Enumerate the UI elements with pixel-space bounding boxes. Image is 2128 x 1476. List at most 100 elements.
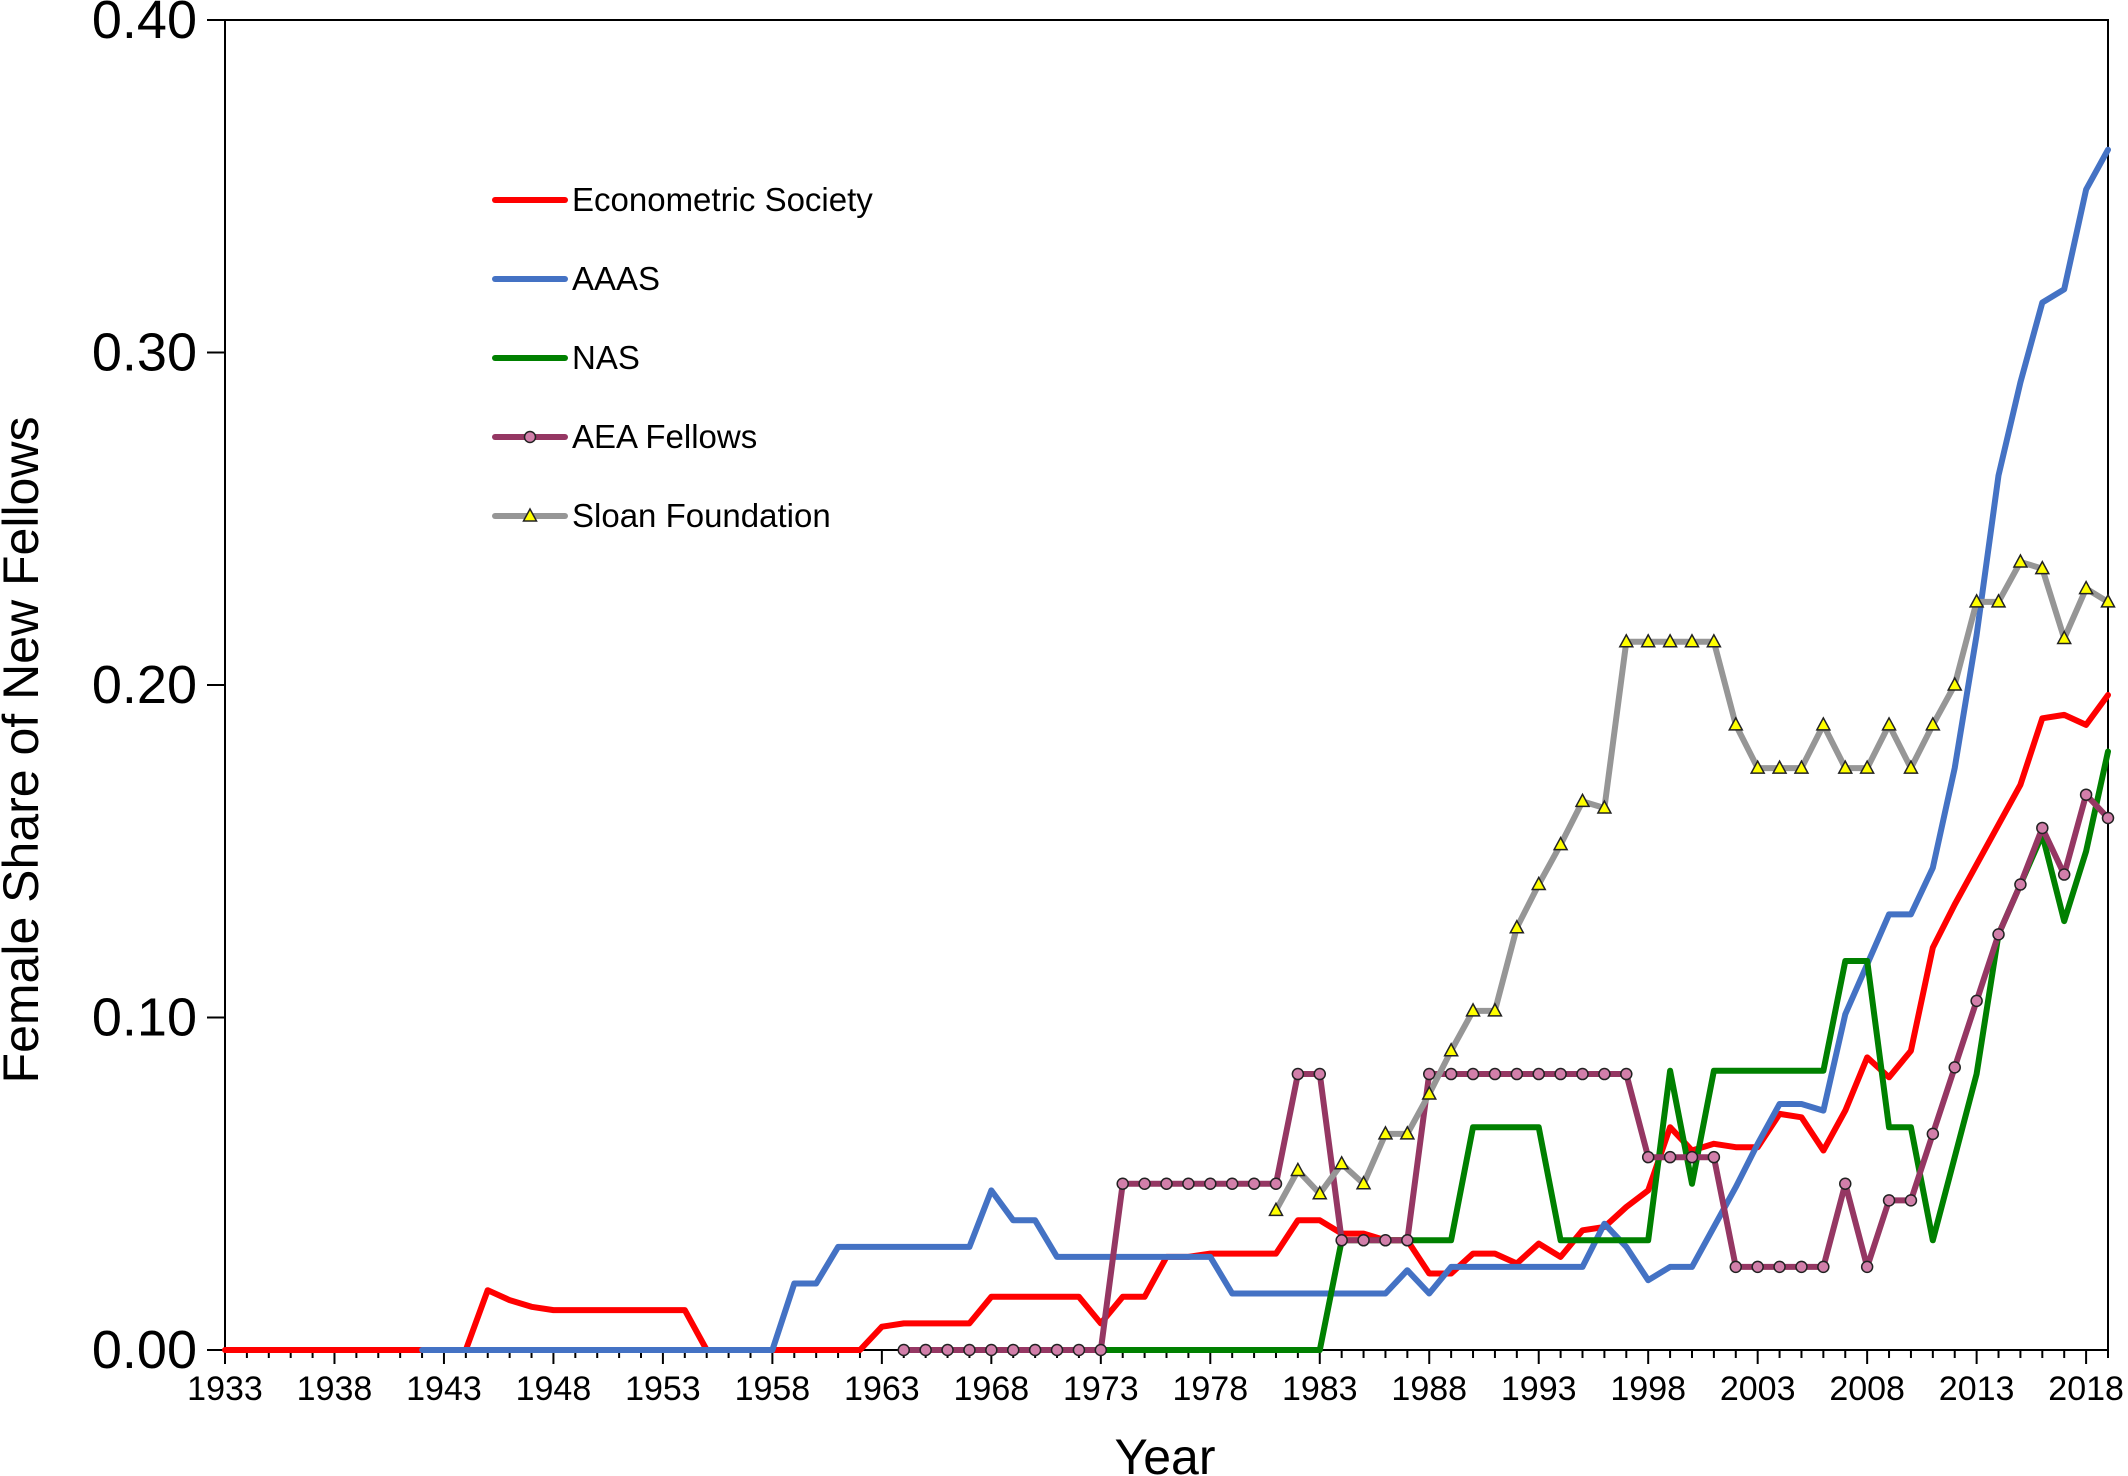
data-point — [1094, 1343, 1108, 1357]
legend-label: AEA Fellows — [572, 418, 757, 455]
x-tick-label: 1998 — [1610, 1370, 1686, 1408]
data-point — [1530, 875, 1547, 891]
data-point — [1618, 633, 1635, 648]
data-point — [1925, 716, 1941, 731]
data-point — [1357, 1234, 1370, 1247]
data-point — [1487, 1002, 1503, 1017]
data-point — [919, 1343, 932, 1357]
legend-item: AEA Fellows — [492, 418, 757, 455]
x-tick-label: 2003 — [1720, 1370, 1796, 1408]
legend-item: NAS — [492, 339, 640, 376]
data-point — [2036, 821, 2049, 835]
data-point — [1532, 1067, 1545, 1081]
data-point — [1421, 1085, 1438, 1100]
legend-label: AAAS — [572, 260, 660, 297]
data-point — [2079, 788, 2093, 801]
legend-marker — [523, 430, 537, 444]
series-econometric-society — [222, 692, 2111, 1353]
data-point — [1749, 759, 1766, 774]
x-axis: 1933 1938 1943 1948 1953 1958 1963 1968 1973 1978… — [187, 1350, 2124, 1408]
data-point — [985, 1343, 998, 1357]
data-point — [1509, 919, 1525, 934]
data-point — [1903, 759, 1919, 774]
data-point — [1312, 1185, 1328, 1200]
series-layer — [222, 146, 2116, 1357]
data-point — [1335, 1234, 1348, 1247]
data-point — [1773, 1260, 1786, 1274]
data-point — [2100, 593, 2116, 608]
series-aaas — [419, 146, 2111, 1353]
y-tick-label: 0.20 — [92, 655, 197, 715]
data-point — [2012, 553, 2029, 568]
data-point — [1182, 1177, 1195, 1190]
series-line — [1273, 559, 2111, 1214]
data-point — [1554, 1067, 1567, 1081]
data-point — [1576, 1067, 1589, 1081]
data-point — [1050, 1343, 1064, 1357]
data-point — [1268, 1201, 1284, 1217]
data-point — [1662, 633, 1678, 648]
series-sloan-foundation — [1268, 553, 2116, 1217]
data-point — [1444, 1067, 1458, 1081]
data-point — [1333, 1155, 1350, 1170]
data-point — [1839, 1177, 1852, 1190]
data-point — [1006, 1343, 1020, 1357]
data-point — [1946, 676, 1963, 691]
data-point — [1968, 593, 1985, 608]
x-tick-label: 1933 — [187, 1370, 263, 1408]
x-tick-label: 1963 — [844, 1370, 920, 1408]
legend-label: Econometric Society — [572, 181, 873, 218]
data-point — [1313, 1067, 1327, 1081]
data-point — [1247, 1177, 1261, 1190]
data-point — [1116, 1177, 1129, 1190]
data-point — [2101, 811, 2115, 825]
data-point — [1443, 1042, 1459, 1057]
data-point — [1620, 1067, 1633, 1081]
x-axis-title: Year — [1114, 1429, 1215, 1476]
x-tick-label: 1978 — [1172, 1370, 1248, 1408]
data-point — [1970, 994, 1983, 1008]
data-point — [1860, 1260, 1874, 1274]
x-tick-label: 1953 — [625, 1370, 701, 1408]
data-point — [1574, 792, 1591, 808]
data-point — [1990, 593, 2007, 608]
data-point — [2078, 580, 2094, 595]
data-point — [1488, 1067, 1502, 1081]
x-tick-label: 2018 — [2048, 1370, 2124, 1408]
x-tick-label: 1968 — [954, 1370, 1030, 1408]
x-tick-label: 2013 — [1939, 1370, 2015, 1408]
data-point — [1707, 1150, 1721, 1164]
data-point — [1072, 1343, 1086, 1357]
data-point — [1377, 1125, 1394, 1140]
data-point — [1815, 716, 1832, 731]
data-point — [1859, 759, 1875, 774]
data-point — [1290, 1161, 1306, 1177]
data-point — [1663, 1150, 1677, 1164]
data-point — [1793, 759, 1810, 774]
data-point — [1795, 1260, 1808, 1274]
data-point — [1422, 1067, 1436, 1081]
data-point — [1204, 1177, 1217, 1190]
series-nas — [1097, 748, 2111, 1353]
x-tick-label: 1988 — [1391, 1370, 1467, 1408]
y-tick-label: 0.10 — [92, 988, 197, 1048]
y-axis-title: Female Share of New Fellows — [0, 417, 49, 1084]
series-line — [1097, 748, 2111, 1353]
data-point — [1685, 1150, 1699, 1164]
data-point — [1225, 1177, 1239, 1190]
legend-item: Econometric Society — [492, 181, 873, 218]
legend-item: AAAS — [492, 260, 660, 297]
x-tick-label: 1948 — [516, 1370, 592, 1408]
data-point — [1771, 759, 1788, 774]
y-tick-label: 0.30 — [92, 323, 197, 383]
data-point — [1160, 1177, 1173, 1190]
series-line — [419, 146, 2111, 1353]
x-tick-label: 1983 — [1282, 1370, 1358, 1408]
data-point — [1882, 1194, 1896, 1207]
data-point — [1138, 1177, 1151, 1190]
data-point — [941, 1343, 954, 1357]
data-point — [1817, 1260, 1830, 1274]
data-point — [2014, 878, 2027, 891]
data-point — [1598, 1067, 1611, 1081]
